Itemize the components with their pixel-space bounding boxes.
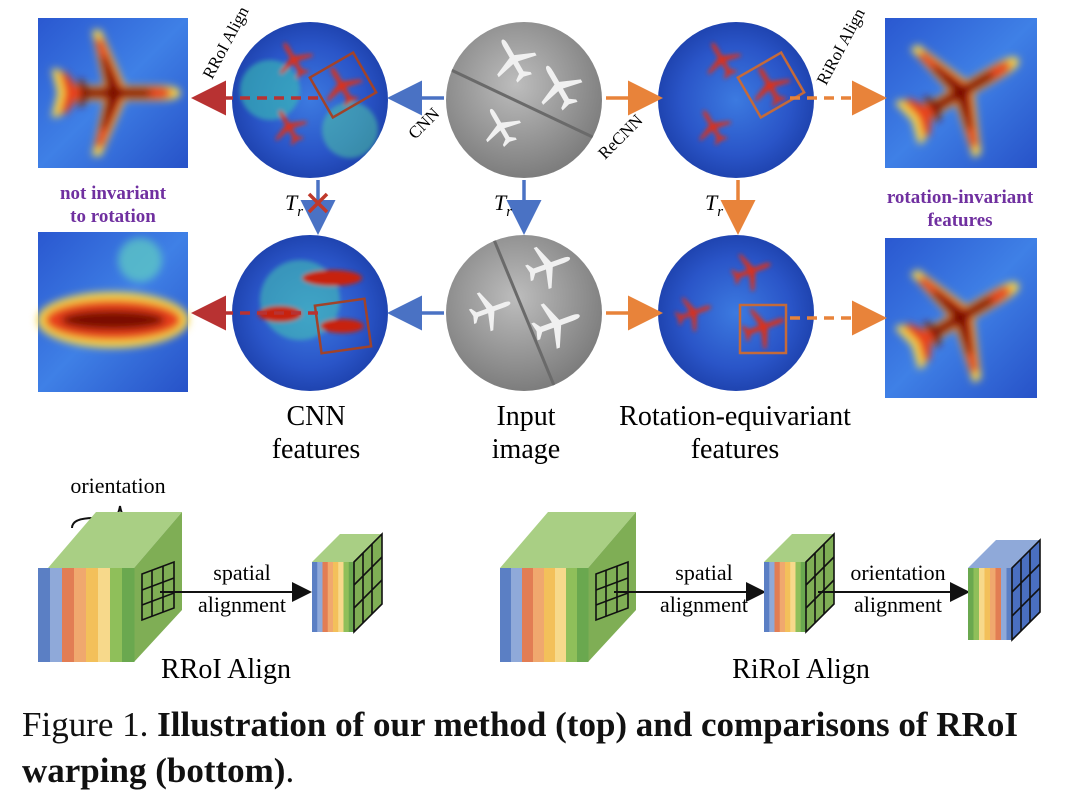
orientation-stripe bbox=[774, 562, 781, 632]
caption-prefix: Figure 1. bbox=[22, 705, 158, 744]
orientation-stripe bbox=[544, 568, 556, 662]
orientation-stripe bbox=[338, 562, 344, 632]
roi-box bbox=[738, 303, 788, 355]
rroi-align-bottom-label: RRoI Align bbox=[161, 654, 291, 685]
riroi-middle-cube bbox=[764, 532, 835, 634]
orientation-stripe bbox=[500, 568, 512, 662]
alignment-label-2: alignment bbox=[660, 592, 748, 617]
orientation-stripe bbox=[555, 568, 567, 662]
alignment-label-1: alignment bbox=[198, 592, 286, 617]
orientation-stripe bbox=[984, 568, 991, 640]
orientation-stripe bbox=[973, 568, 980, 640]
recnn-roi-heatmap-top bbox=[875, 4, 1050, 179]
orientation-stripe bbox=[122, 568, 135, 662]
orientation-stripe bbox=[98, 568, 111, 662]
roi-box bbox=[736, 50, 806, 120]
orientation-stripe bbox=[533, 568, 545, 662]
cnn-features-label-2: features bbox=[272, 434, 361, 465]
recnn-roi-heatmap-bottom bbox=[875, 229, 1050, 404]
orientation-stripe bbox=[317, 562, 323, 632]
riroi-align-bottom-label: RiRoI Align bbox=[732, 654, 870, 685]
not-invariant-label-2: to rotation bbox=[70, 206, 156, 227]
orientation-label-2: orientation bbox=[850, 560, 945, 585]
input-image-bottom bbox=[446, 235, 602, 391]
cross-icon bbox=[307, 192, 329, 214]
spatial-label-2: spatial bbox=[675, 560, 732, 585]
orientation-stripe bbox=[312, 562, 318, 632]
roi-box bbox=[313, 297, 373, 355]
tr-label-cnn: Tr bbox=[285, 190, 303, 220]
orientation-stripe bbox=[50, 568, 63, 662]
input-image-top bbox=[446, 22, 602, 178]
tr-label-input: Tr bbox=[494, 190, 512, 220]
cnn-feature-map-top bbox=[232, 22, 388, 178]
orientation-stripe bbox=[785, 562, 791, 632]
rot-equiv-label-2: features bbox=[691, 434, 780, 465]
orientation-stripe bbox=[333, 562, 339, 632]
orientation-stripe bbox=[800, 562, 807, 632]
cnn-features-label-1: CNN bbox=[286, 401, 345, 432]
tr-label-recnn: Tr bbox=[705, 190, 723, 220]
orientation-stripe bbox=[343, 562, 350, 632]
caption-title: Illustration of our method (top) and com… bbox=[22, 705, 1018, 790]
orientation-stripe bbox=[327, 562, 334, 632]
rroi-input-cube bbox=[38, 512, 182, 662]
orientation-stripe bbox=[348, 562, 355, 632]
rot-equiv-label-1: Rotation-equivariant bbox=[619, 401, 851, 432]
orientation-stripe bbox=[990, 568, 996, 640]
alignment-label-3: alignment bbox=[854, 592, 942, 617]
orientation-stripe bbox=[1001, 568, 1007, 640]
caption-suffix: . bbox=[285, 751, 295, 790]
orientation-stripe bbox=[779, 562, 786, 632]
orientation-stripe bbox=[511, 568, 523, 662]
cnn-roi-heatmap-top bbox=[38, 18, 188, 168]
orientation-stripe bbox=[322, 562, 329, 632]
cnn-arrow-label: CNN bbox=[404, 104, 443, 143]
cnn-roi-heatmap-bottom bbox=[37, 232, 189, 392]
recnn-feature-map-top bbox=[658, 22, 814, 178]
not-invariant-label-1: not invariant bbox=[60, 183, 167, 204]
orientation-stripe bbox=[566, 568, 578, 662]
riroi-align-top-label: RiRoI Align bbox=[813, 5, 869, 88]
orientation-stripe bbox=[110, 568, 123, 662]
input-image-label-1: Input bbox=[496, 401, 555, 432]
roi-box bbox=[308, 50, 378, 120]
orientation-stripe bbox=[995, 568, 1002, 640]
rroi-output-cube bbox=[312, 532, 383, 634]
orientation-label: orientation bbox=[70, 473, 165, 498]
input-image-label-2: image bbox=[492, 434, 560, 465]
orientation-stripe bbox=[795, 562, 802, 632]
orientation-stripe bbox=[979, 568, 985, 640]
orientation-stripe bbox=[38, 568, 51, 662]
orientation-stripe bbox=[577, 568, 589, 662]
orientation-stripe bbox=[1006, 568, 1013, 640]
figure-caption: Figure 1. Illustration of our method (to… bbox=[22, 702, 1062, 794]
riroi-input-cube bbox=[500, 512, 636, 662]
spatial-label-1: spatial bbox=[213, 560, 270, 585]
rotation-invariant-label-2: features bbox=[927, 210, 992, 231]
orientation-stripe bbox=[62, 568, 75, 662]
orientation-stripe bbox=[86, 568, 99, 662]
riroi-output-cube bbox=[968, 538, 1041, 642]
recnn-feature-map-bottom bbox=[658, 235, 814, 391]
orientation-stripe bbox=[769, 562, 775, 632]
orientation-stripe bbox=[968, 568, 974, 640]
recnn-arrow-label: ReCNN bbox=[594, 111, 646, 163]
orientation-stripe bbox=[522, 568, 534, 662]
orientation-stripe bbox=[790, 562, 796, 632]
rotation-invariant-label-1: rotation-invariant bbox=[887, 187, 1034, 208]
orientation-stripe bbox=[74, 568, 87, 662]
orientation-stripe bbox=[764, 562, 770, 632]
figure-diagram: RRoI Align RiRoI Align CNN ReCNN Tr Tr T… bbox=[37, 3, 1050, 685]
